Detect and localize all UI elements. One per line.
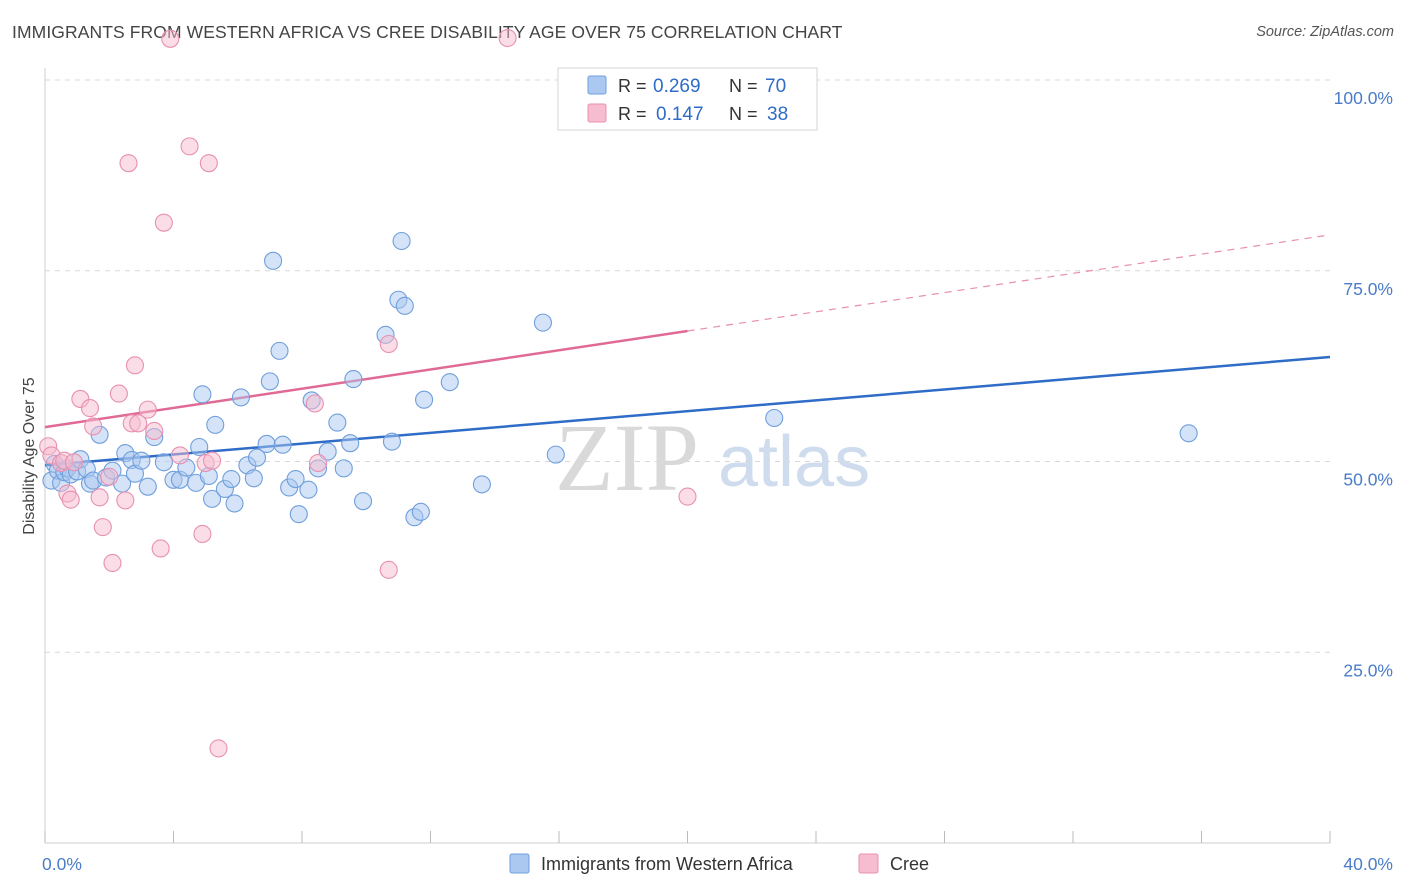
point-western-africa [270,341,289,360]
legend-r-value-blue: 0.269 [653,76,701,97]
point-western-africa [289,505,308,524]
watermark-zip: ZIP [555,404,699,511]
series-legend: Immigrants from Western Africa Cree [509,853,929,874]
series-legend-swatch-blue [509,853,530,874]
point-western-africa [328,413,347,432]
point-cree [154,213,173,232]
point-cree [125,356,144,375]
point-western-africa [392,231,411,251]
point-cree [379,334,398,354]
y-tick-label: 25.0% [1343,660,1393,680]
point-western-africa [299,480,318,499]
point-western-africa [334,459,353,478]
series-legend-swatch-pink [858,853,879,874]
grid-lines [45,79,1330,653]
point-western-africa [138,477,157,496]
point-western-africa [546,445,565,464]
legend-n-value-blue: 70 [765,76,786,97]
chart-title: IMMIGRANTS FROM WESTERN AFRICA VS CREE D… [12,22,843,42]
point-cree [199,154,218,173]
point-western-africa [395,296,414,315]
y-tick-label: 75.0% [1343,279,1393,299]
point-western-africa [206,415,225,434]
point-cree [145,421,164,441]
point-cree [379,560,398,579]
point-cree [203,451,222,470]
point-western-africa [132,451,151,470]
point-western-africa [154,453,173,472]
point-cree [129,414,148,433]
point-cree [90,488,109,507]
point-cree [678,487,697,506]
point-western-africa [257,434,276,454]
point-western-africa [190,437,209,457]
point-cree [305,394,324,413]
point-western-africa [225,494,244,513]
point-cree [103,553,122,573]
point-western-africa [411,502,430,521]
chart-source: Source: ZipAtlas.com [1256,24,1394,40]
point-cree [93,518,112,537]
point-cree [61,490,80,509]
x-axis-ticks [44,831,1331,843]
point-western-africa [264,251,283,270]
trend-line-cree-extension [687,234,1331,332]
point-cree [161,29,180,48]
legend-n-value-pink: 38 [767,104,788,125]
point-western-africa [415,390,434,409]
x-tick-label-max: 40.0% [1343,854,1393,874]
point-western-africa [344,370,363,389]
data-points [39,28,1198,758]
point-cree [119,154,138,173]
point-western-africa [286,469,305,489]
legend-swatch-pink [587,103,607,123]
point-western-africa [203,489,222,508]
point-western-africa [353,492,373,511]
point-cree [309,453,328,473]
point-cree [64,453,83,472]
point-cree [109,384,128,403]
legend-r-value-pink: 0.147 [656,104,704,125]
point-western-africa [260,372,279,391]
point-western-africa [765,408,784,428]
point-western-africa [1179,424,1198,443]
legend-swatch-blue [587,75,607,95]
point-western-africa [382,432,402,451]
point-western-africa [231,388,251,407]
point-cree [180,137,199,156]
point-western-africa [341,434,360,453]
legend-n-label-blue: N = [729,76,758,96]
y-tick-labels: 25.0% 50.0% 75.0% 100.0% [1334,88,1393,680]
legend-r-label-blue: R = [618,76,647,96]
x-tick-label-min: 0.0% [42,854,82,874]
point-cree [80,399,100,418]
legend-r-label-pink: R = [618,104,647,124]
point-western-africa [222,469,241,489]
point-cree [138,400,157,419]
series-legend-label-pink: Cree [890,854,929,874]
point-western-africa [193,385,212,404]
point-western-africa [247,448,267,467]
point-western-africa [273,435,292,454]
point-western-africa [244,469,263,488]
y-axis-label: Disability Age Over 75 [21,377,38,535]
point-cree [193,524,212,544]
y-tick-label: 50.0% [1343,470,1393,490]
point-western-africa [440,373,459,392]
point-cree [209,739,228,758]
y-tick-label: 100.0% [1334,88,1393,108]
stats-legend: R = 0.269 N = 70 R = 0.147 N = 38 [557,67,818,131]
point-cree [498,28,517,48]
point-cree [100,467,119,486]
legend-n-label-pink: N = [729,104,758,124]
point-cree [151,539,170,558]
watermark-atlas: atlas [718,422,870,502]
point-western-africa [472,475,491,494]
series-legend-label-blue: Immigrants from Western Africa [541,854,794,874]
point-cree [84,417,103,436]
point-cree [170,446,189,465]
point-cree [116,491,135,510]
point-western-africa [533,313,552,332]
